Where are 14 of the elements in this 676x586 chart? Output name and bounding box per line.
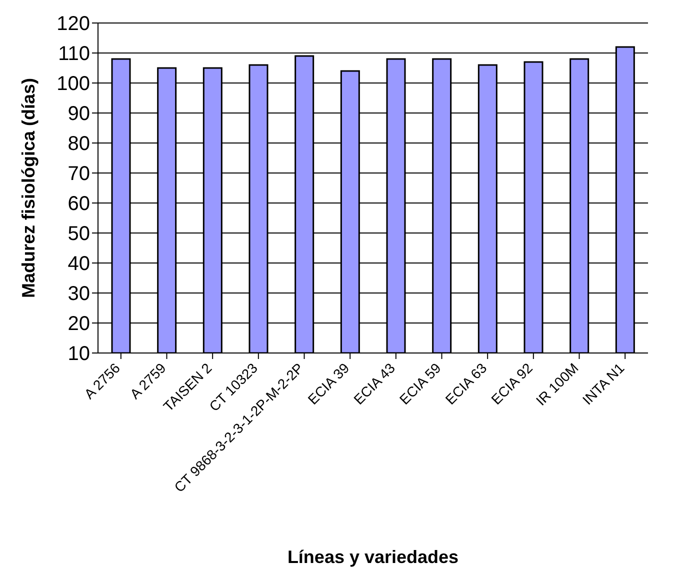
y-tick-label: 10 bbox=[68, 343, 90, 366]
y-tick-label: 40 bbox=[68, 253, 90, 276]
y-tick-label: 110 bbox=[58, 43, 90, 66]
y-tick-label: 90 bbox=[68, 103, 90, 126]
y-tick-label: 120 bbox=[56, 13, 90, 36]
y-tick-label: 30 bbox=[68, 283, 90, 306]
y-axis-title: Madurez fisiológica (días) bbox=[18, 78, 38, 298]
y-tick-label: 80 bbox=[68, 133, 90, 156]
y-tick-label: 50 bbox=[68, 223, 90, 246]
y-tick-label: 20 bbox=[68, 313, 90, 336]
y-tick-label: 100 bbox=[56, 73, 90, 96]
y-tick-label: 70 bbox=[68, 163, 90, 186]
x-axis-title: Líneas y variedades bbox=[287, 547, 459, 567]
y-tick-label: 60 bbox=[68, 193, 90, 216]
